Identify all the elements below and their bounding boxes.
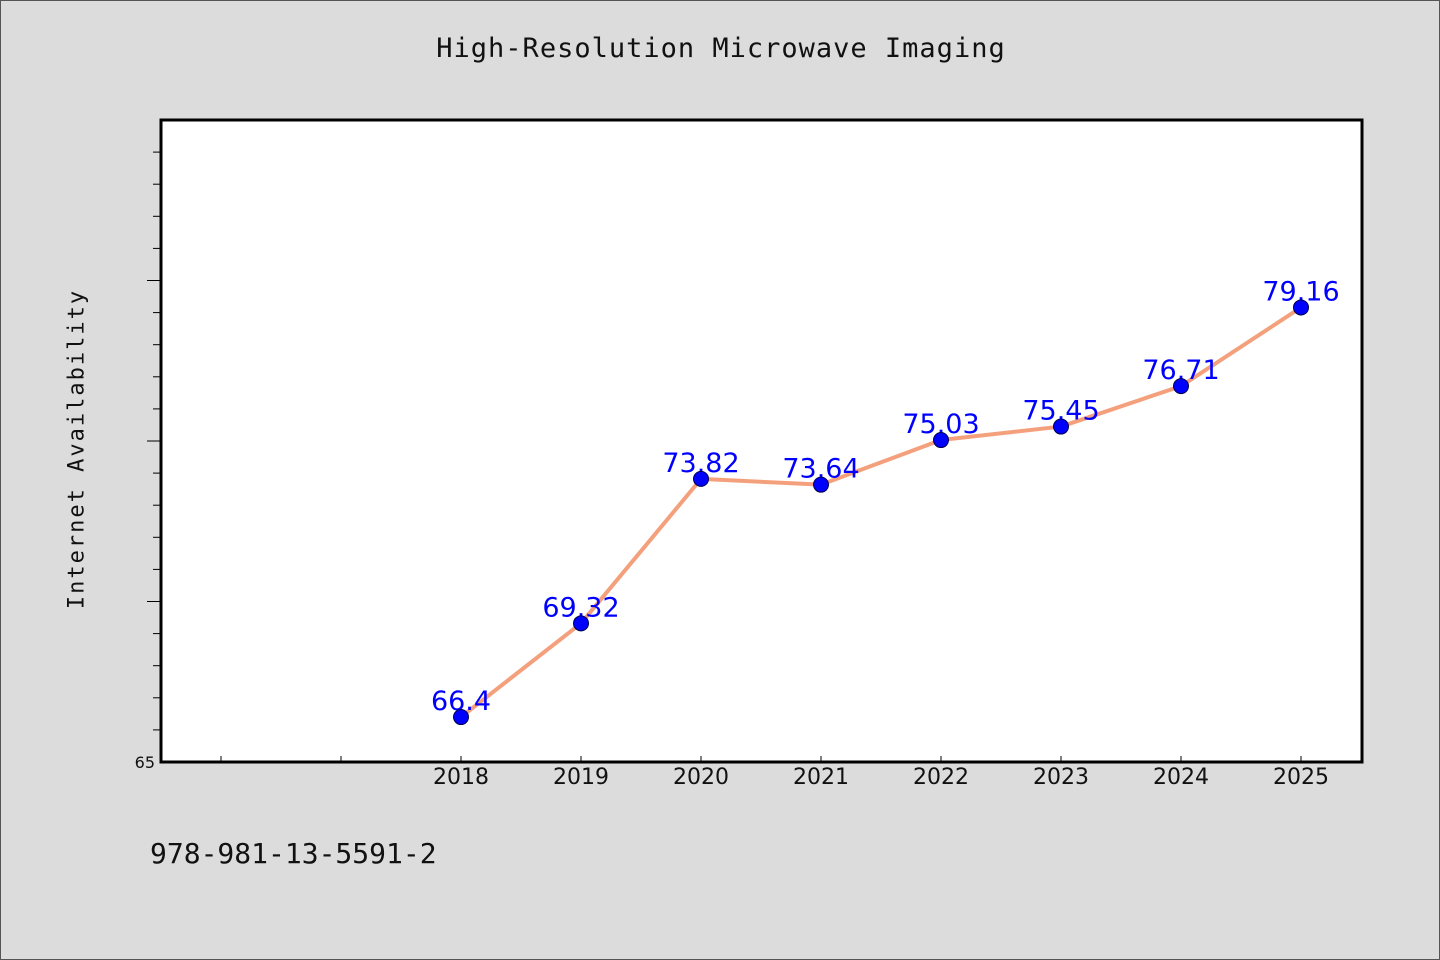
data-point (573, 615, 589, 632)
x-tick-label: 2025 (1273, 765, 1329, 790)
data-point (693, 470, 709, 487)
x-tick-label: 2019 (553, 765, 609, 790)
x-tick-label: 2018 (433, 765, 489, 790)
y-axis-ticks: 65 (135, 151, 161, 772)
data-point (1293, 299, 1309, 316)
data-point (933, 432, 949, 449)
plot-area (159, 118, 1364, 764)
x-tick-label: 2020 (673, 765, 729, 790)
x-tick-label: 2021 (793, 765, 849, 790)
x-tick-label: 2023 (1033, 765, 1089, 790)
data-point (1053, 418, 1069, 435)
data-point (1173, 378, 1189, 395)
isbn-text: 978-981-13-5591-2 (150, 837, 437, 870)
series-line (459, 305, 1303, 719)
x-tick-label: 2022 (913, 765, 969, 790)
y-tick-label: 65 (135, 753, 155, 772)
x-tick-label: 2024 (1153, 765, 1209, 790)
x-axis-ticks: 2018 2019 2020 2021 2022 2023 2024 2025 (220, 756, 1329, 790)
chart-title: High-Resolution Microwave Imaging (436, 33, 1006, 64)
data-point (813, 476, 829, 493)
data-point (453, 709, 469, 726)
